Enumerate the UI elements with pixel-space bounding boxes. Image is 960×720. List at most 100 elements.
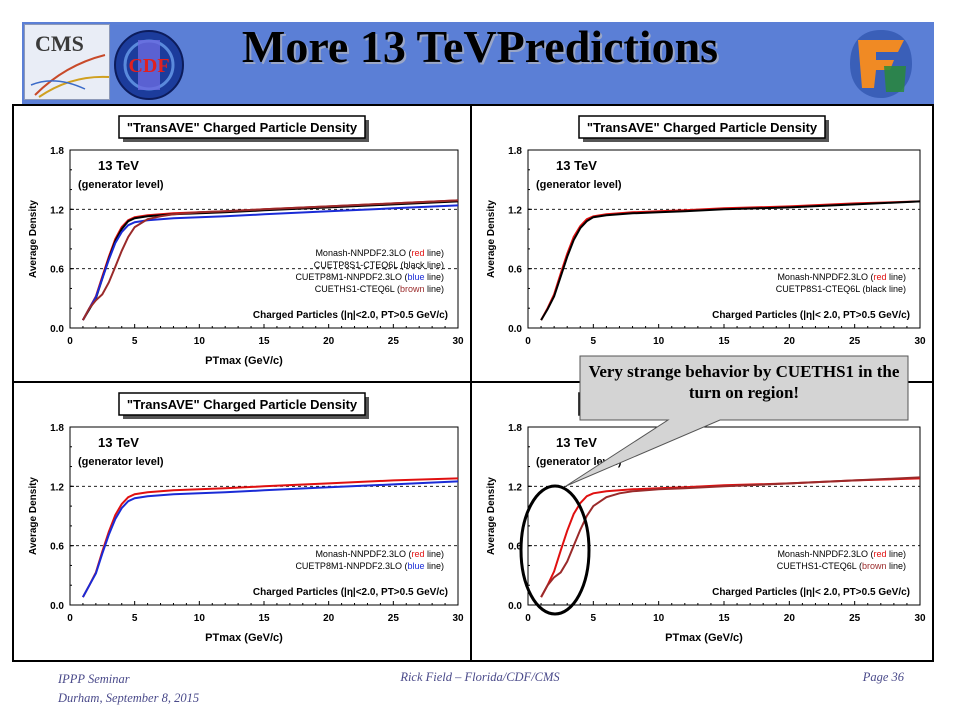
x-tick-label: 15: [258, 613, 270, 624]
x-tick-label: 20: [784, 613, 796, 624]
y-tick-label: 0.0: [508, 601, 522, 612]
chart-top-left: "TransAVE" Charged Particle Density 0.0 0.…: [28, 115, 464, 367]
x-tick-label: 0: [67, 613, 73, 624]
x-tick-label: 5: [591, 336, 597, 347]
chart-title: "TransAVE" Charged Particle Density: [587, 120, 818, 135]
cdf-logo-text: CDF: [128, 55, 169, 77]
x-tick-label: 20: [323, 336, 335, 347]
energy-annotation: 13 TeV: [98, 435, 139, 450]
chart-panel-top-right: "TransAVE" Charged Particle Density 0.0 0.…: [472, 106, 932, 383]
legend-entry: CUETP8S1-CTEQ6L (black line): [776, 284, 906, 294]
x-tick-label: 20: [784, 336, 796, 347]
x-tick-label: 15: [258, 336, 270, 347]
selection-label: Charged Particles (|η|<2.0, PT>0.5 GeV/c…: [253, 587, 448, 598]
x-tick-label: 0: [525, 336, 531, 347]
x-tick-label: 25: [388, 336, 400, 347]
chart-title-box: [118, 115, 366, 139]
series-line-blue: [82, 204, 459, 321]
y-tick-label: 1.2: [50, 482, 64, 493]
cdf-logo: CDF: [112, 28, 186, 102]
legend-entry: Monash-NNPDF2.3LO (red line): [777, 549, 906, 559]
plot-area: [69, 426, 459, 606]
series-line-blue: [82, 480, 459, 598]
x-axis-label: PTmax (GeV/c): [205, 355, 283, 367]
y-tick-label: 0.0: [50, 324, 64, 335]
x-axis-label: PTmax (GeV/c): [665, 632, 743, 644]
series-line-black: [540, 200, 921, 321]
x-tick-label: 5: [591, 613, 597, 624]
generator-level-annotation: (generator level): [78, 456, 164, 468]
legend-entry: CUETP8M1-NNPDF2.3LO (blue line): [295, 561, 444, 571]
y-tick-label: 0.0: [508, 324, 522, 335]
x-tick-label: 30: [452, 613, 464, 624]
plot-area: [527, 149, 921, 329]
x-tick-label: 10: [194, 613, 206, 624]
uf-logo-graphic: [850, 30, 912, 98]
legend-entry: CUETP8M1-NNPDF2.3LO (blue line): [295, 272, 444, 282]
x-tick-label: 10: [653, 613, 665, 624]
cms-logo-text: CMS: [35, 31, 84, 56]
y-axis-label: Average Density: [28, 200, 39, 278]
chart-panel-top-left: "TransAVE" Charged Particle Density 0.0 0.…: [14, 106, 472, 383]
y-tick-label: 1.2: [508, 482, 522, 493]
x-tick-label: 30: [914, 613, 926, 624]
legend-entry: Monash-NNPDF2.3LO (red line): [777, 272, 906, 282]
y-tick-label: 0.6: [508, 265, 522, 276]
y-tick-label: 0.0: [50, 601, 64, 612]
legend-entry: CUETHS1-CTEQ6L (brown line): [315, 284, 444, 294]
x-tick-label: 30: [914, 336, 926, 347]
series-line-brown: [82, 199, 459, 321]
footer-page: Page 36: [862, 670, 904, 684]
chart-bottom-right: "TransAVE" Charged Particle Density0.00.…: [486, 392, 926, 644]
legend-entry: CUETP8S1-CTEQ6L (black line): [314, 260, 444, 270]
legend-entry: Monash-NNPDF2.3LO (red line): [315, 549, 444, 559]
energy-annotation: 13 TeV: [556, 435, 597, 450]
x-tick-label: 5: [132, 336, 138, 347]
x-tick-label: 0: [67, 336, 73, 347]
x-tick-label: 15: [718, 336, 730, 347]
y-tick-label: 1.8: [50, 146, 64, 157]
uf-logo: [846, 26, 916, 102]
x-tick-label: 25: [849, 336, 861, 347]
x-tick-label: 0: [525, 613, 531, 624]
x-tick-label: 5: [132, 613, 138, 624]
y-tick-label: 0.6: [508, 542, 522, 553]
selection-label: Charged Particles (|η|< 2.0, PT>0.5 GeV/…: [712, 310, 910, 321]
legend-entry: Monash-NNPDF2.3LO (red line): [315, 248, 444, 258]
cms-logo-tracks: [30, 54, 110, 98]
legend-entry: CUETHS1-CTEQ6L (brown line): [777, 561, 906, 571]
energy-annotation: 13 TeV: [556, 158, 597, 173]
y-tick-label: 1.8: [508, 146, 522, 157]
generator-level-annotation: (generator level): [536, 456, 622, 468]
x-tick-label: 25: [849, 613, 861, 624]
y-tick-label: 0.6: [50, 542, 64, 553]
footer-left: IPPP Seminar Durham, September 8, 2015: [58, 670, 199, 708]
y-tick-label: 1.8: [508, 423, 522, 434]
plot-area: [69, 149, 459, 329]
y-tick-label: 0.6: [50, 265, 64, 276]
y-tick-label: 1.8: [50, 423, 64, 434]
footer-author: Rick Field – Florida/CDF/CMS: [400, 670, 560, 684]
chart-panel-bottom-right: "TransAVE" Charged Particle Density 0.0 0.…: [472, 383, 932, 660]
cdf-logo-graphic: CDF: [114, 30, 184, 100]
energy-annotation: 13 TeV: [98, 158, 139, 173]
generator-level-annotation: (generator level): [536, 179, 622, 191]
callout-text: Very strange behavior by CUETHS1 in the …: [588, 362, 900, 402]
y-axis-label: Average Density: [28, 477, 39, 555]
footer-seminar: IPPP Seminar: [58, 672, 130, 686]
x-tick-label: 15: [718, 613, 730, 624]
x-tick-label: 20: [323, 613, 335, 624]
footer-date: Durham, September 8, 2015: [58, 691, 200, 705]
selection-label: Charged Particles (|η|<2.0, PT>0.5 GeV/c…: [253, 310, 448, 321]
cms-logo: CMS: [24, 24, 110, 100]
chart-top-right: "TransAVE" Charged Particle Density 0.0 0.…: [486, 115, 926, 367]
chart-title: "TransAVE" Charged Particle Density: [127, 397, 358, 412]
chart-title-box: [118, 392, 366, 416]
x-tick-label: 10: [194, 336, 206, 347]
y-axis-label: Average Density: [486, 200, 497, 278]
chart-bottom-left: "TransAVE" Charged Particle Density 0.0 0.…: [28, 392, 464, 644]
y-tick-label: 1.2: [50, 205, 64, 216]
y-axis-label: Average Density: [486, 477, 497, 555]
x-tick-label: 10: [653, 336, 665, 347]
x-tick-label: 25: [388, 613, 400, 624]
